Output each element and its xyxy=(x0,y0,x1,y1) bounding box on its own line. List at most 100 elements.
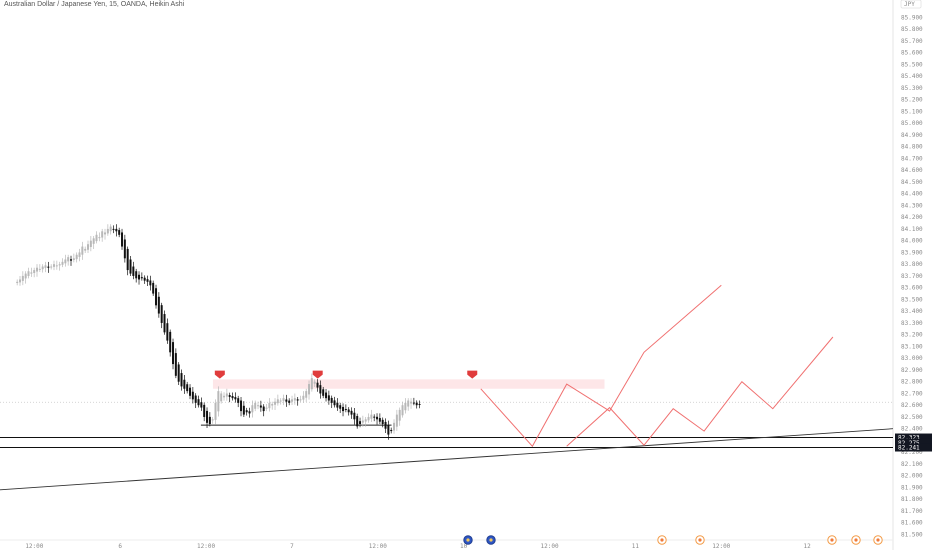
price-tag-label: 82.241 xyxy=(898,445,920,452)
candle-body xyxy=(191,391,194,400)
candle-body xyxy=(316,382,319,388)
candle-body xyxy=(38,268,41,270)
candle-body xyxy=(112,228,115,230)
candle-body xyxy=(398,409,401,421)
price-tick-label: 85.600 xyxy=(901,50,923,57)
price-tick-label: 82.600 xyxy=(901,402,923,409)
candle-body xyxy=(330,397,333,403)
candle-body xyxy=(248,411,251,414)
candle-body xyxy=(152,282,155,294)
candle-body xyxy=(257,405,260,407)
price-tick-label: 84.700 xyxy=(901,155,923,162)
price-tag-label: 82.275 xyxy=(898,440,920,447)
currency-badge[interactable] xyxy=(900,0,922,9)
price-tick-label: 84.900 xyxy=(901,132,923,139)
candle-body xyxy=(132,266,135,276)
candle-body xyxy=(276,399,279,404)
trend-line xyxy=(0,428,894,491)
projection-path xyxy=(480,284,722,448)
candle-body xyxy=(220,393,223,402)
candle-body xyxy=(163,314,166,333)
candle-body xyxy=(228,395,231,397)
candle-body xyxy=(410,401,413,404)
candle-body xyxy=(353,412,356,420)
candle-body xyxy=(364,419,367,422)
resistance-zone-layer xyxy=(212,379,605,389)
candle-body xyxy=(265,407,268,409)
candle-body xyxy=(47,266,50,268)
price-tick-label: 82.100 xyxy=(901,461,923,468)
candle-body xyxy=(208,416,211,425)
candle-body xyxy=(339,405,342,409)
candle-body xyxy=(135,271,138,279)
price-tick-label: 85.500 xyxy=(901,61,923,68)
candle-body xyxy=(129,259,132,274)
candle-body xyxy=(274,401,277,405)
candle-body xyxy=(140,277,143,279)
candle-body xyxy=(16,281,19,283)
candle-body xyxy=(183,379,186,389)
price-tick-label: 83.500 xyxy=(901,296,923,303)
price-tick-label: 83.700 xyxy=(901,273,923,280)
candle-body xyxy=(262,406,265,412)
candle-body xyxy=(174,353,177,376)
time-tick-label: 12:00 xyxy=(369,543,387,550)
candle-body xyxy=(319,385,322,394)
price-tick-label: 84.200 xyxy=(901,214,923,221)
candle-body xyxy=(251,405,254,413)
icon-center xyxy=(489,538,493,542)
down-arrow-marker xyxy=(312,370,323,379)
price-axis[interactable]: 85.900 85.800 85.700 85.600 85.500 85.400 85.3… xyxy=(895,0,932,538)
candle-body xyxy=(92,238,95,244)
price-tick-label: 82.700 xyxy=(901,390,923,397)
candle-body xyxy=(299,399,302,401)
time-tick-label: 12 xyxy=(804,543,812,550)
icon-center xyxy=(698,538,702,542)
candle-body xyxy=(70,259,73,261)
time-tick-label: 11 xyxy=(632,543,640,550)
price-tick-label: 85.000 xyxy=(901,120,923,127)
candle-body xyxy=(109,226,112,232)
price-tick-label: 82.900 xyxy=(901,367,923,374)
candle-body xyxy=(242,405,245,415)
price-tick-label: 84.100 xyxy=(901,226,923,233)
candle-body xyxy=(166,323,169,341)
candle-body xyxy=(67,257,70,262)
candle-body xyxy=(146,279,149,282)
candle-body xyxy=(342,406,345,412)
time-axis[interactable]: 12:00 6 12:00 7 12:00 10 12:00 11 12:00 12 xyxy=(25,543,811,550)
candle-body xyxy=(310,378,313,390)
icon-center xyxy=(466,538,470,542)
candle-body xyxy=(44,265,47,268)
price-tick-label: 84.000 xyxy=(901,238,923,245)
price-tag xyxy=(895,438,932,447)
candle-body xyxy=(225,393,228,397)
candle-body xyxy=(390,429,393,432)
candle-body xyxy=(101,231,104,238)
price-tick-label: 85.200 xyxy=(901,97,923,104)
candle-body xyxy=(84,248,87,251)
candle-body xyxy=(291,399,294,402)
candle-body xyxy=(237,398,240,403)
candle-body xyxy=(282,398,285,401)
time-tick-label: 12:00 xyxy=(25,543,43,550)
candle-body xyxy=(160,305,163,323)
candle-body xyxy=(359,421,362,425)
price-tick-label: 82.500 xyxy=(901,414,923,421)
candle-body xyxy=(268,402,271,409)
price-tick-label: 85.300 xyxy=(901,85,923,92)
price-tag xyxy=(895,443,932,452)
candle-body xyxy=(305,391,308,398)
candle-body xyxy=(149,280,152,286)
candle-body xyxy=(401,405,404,416)
candle-body xyxy=(138,274,141,280)
candle-body xyxy=(211,419,214,421)
candle-body xyxy=(336,402,339,408)
down-arrow-marker xyxy=(214,370,225,379)
candle-body xyxy=(89,240,92,247)
candle-body xyxy=(231,395,234,399)
candle-body xyxy=(415,402,418,406)
candle-body xyxy=(370,414,373,419)
candle-body xyxy=(123,239,126,259)
